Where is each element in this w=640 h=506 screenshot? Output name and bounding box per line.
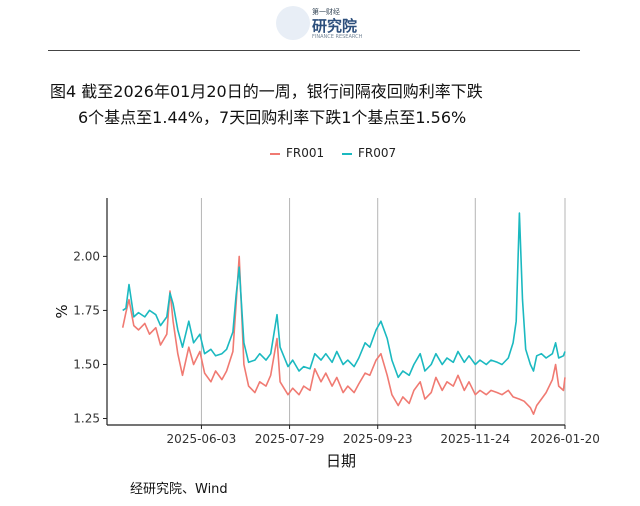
header-divider [48, 50, 580, 51]
logo-mark-icon [276, 6, 310, 40]
logo-subtitle: FINANCE RESEARCH [312, 34, 363, 40]
logo-name: 研究院 [312, 17, 358, 35]
x-tick-label-1: 2025-07-29 [255, 432, 325, 446]
figure-source: 经研究院、Wind [130, 482, 228, 497]
figure-title-line2: 6个基点至1.44%，7天回购利率下跌1个基点至1.56% [78, 108, 467, 127]
y-tick-label-0: 1.25 [73, 412, 100, 426]
series-line-fr007 [122, 212, 566, 379]
series-line-fr001 [121, 255, 566, 416]
y-tick-label-2: 1.75 [73, 303, 100, 317]
legend-item-fr001: FR001 [270, 146, 324, 160]
legend-swatch-fr001 [270, 152, 280, 155]
y-tick-label-1: 1.50 [73, 357, 100, 371]
legend-item-fr007: FR007 [341, 146, 397, 160]
x-tick-label-3: 2025-11-24 [440, 432, 510, 446]
y-tick-label-3: 2.00 [73, 249, 100, 263]
chart-legend: FR001 FR007 [270, 146, 410, 160]
y-axis-label: % [53, 304, 71, 318]
legend-swatch-fr007 [341, 152, 352, 155]
legend-label-fr007: FR007 [357, 146, 397, 160]
x-tick-label-4: 2026-01-20 [530, 432, 600, 446]
x-axis-label: 日期 [326, 452, 356, 470]
x-tick-label-2: 2025-09-23 [343, 432, 413, 446]
legend-label-fr001: FR001 [286, 146, 325, 160]
logo-small-text: 第一财经 [312, 8, 340, 16]
logo: 第一财经 研究院 FINANCE RESEARCH [276, 4, 376, 44]
x-tick-label-0: 2025-06-03 [167, 432, 237, 446]
figure-title-line1: 图4 截至2026年01月20日的一周，银行间隔夜回购利率下跌 [50, 82, 483, 101]
